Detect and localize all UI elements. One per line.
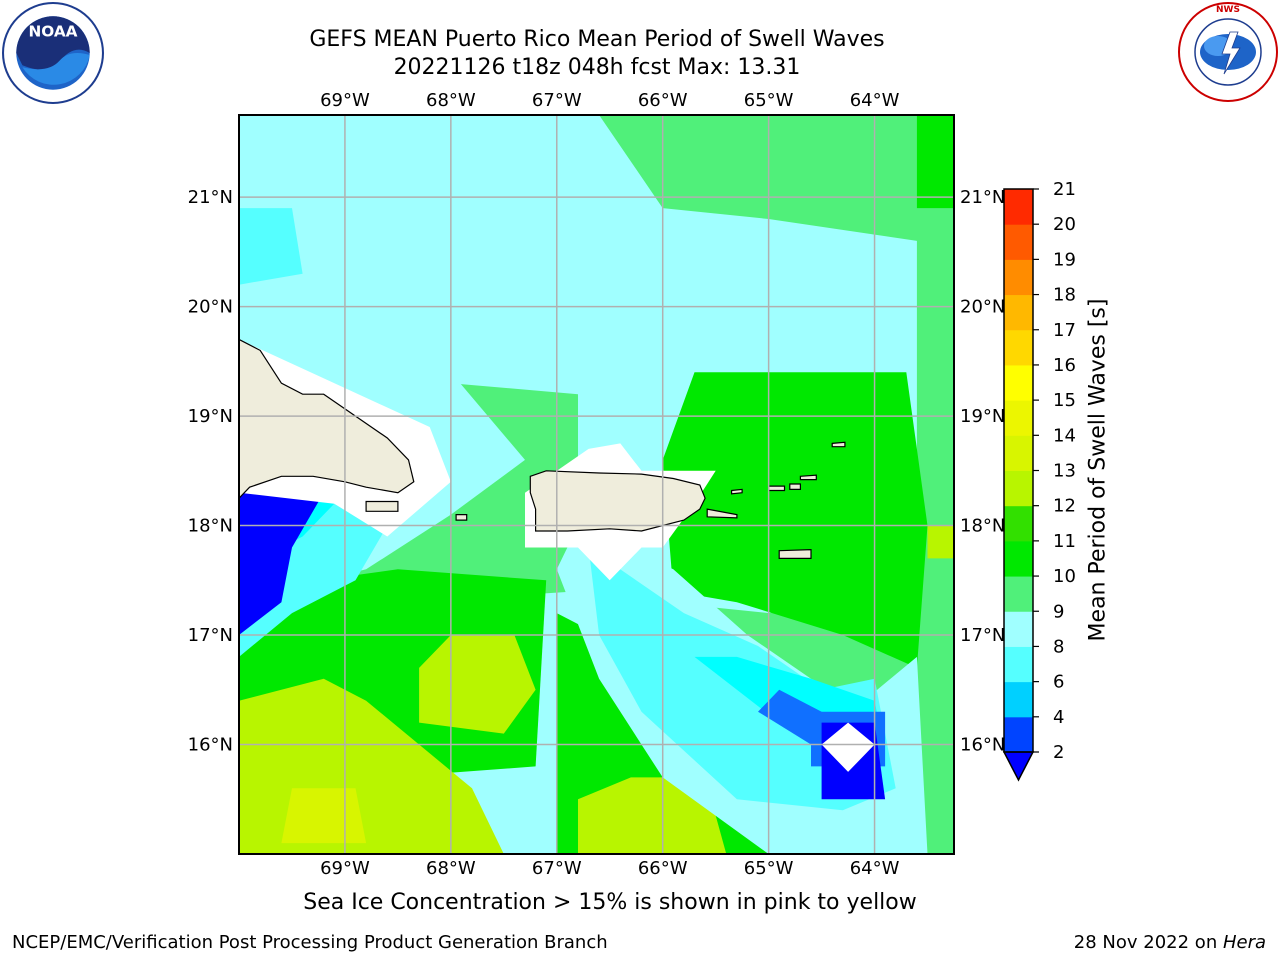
colorbar-tick-label-2: 6 bbox=[1053, 672, 1064, 693]
map-tick-labels: 69°W 69°W 68°W 68°W 67°W 67°W 66°W 66°W 65°W 65°W… bbox=[188, 90, 1006, 879]
colorbar-band-3 bbox=[1004, 611, 1033, 647]
land-8 bbox=[778, 548, 812, 560]
contour-region-19 bbox=[758, 689, 822, 745]
graticule bbox=[239, 115, 954, 854]
lat-label-left-0: 21°N bbox=[188, 187, 233, 208]
colorbar-band-10 bbox=[1004, 364, 1033, 401]
colorbar: 2 4 6 8 9 10 11 12 13 14 15 16 17 18 19 20 21 bbox=[1002, 179, 1076, 782]
lat-label-left-2: 19°N bbox=[188, 406, 233, 427]
contour-region-9 bbox=[927, 525, 954, 559]
lat-label-right-3: 18°N bbox=[960, 516, 1005, 537]
land-9 bbox=[455, 513, 468, 521]
colorbar-band-13 bbox=[1004, 259, 1033, 296]
land-2 bbox=[706, 508, 738, 519]
lon-label-top-3: 66°W bbox=[638, 90, 688, 111]
colorbar-tick-label-13: 18 bbox=[1053, 285, 1076, 306]
lat-label-left-1: 20°N bbox=[188, 297, 233, 318]
colorbar-tick-label-16: 21 bbox=[1053, 179, 1076, 200]
lat-label-right-2: 19°N bbox=[960, 406, 1005, 427]
lon-label-bottom-0: 69°W bbox=[320, 858, 370, 879]
land-4 bbox=[767, 485, 786, 492]
map-area bbox=[239, 115, 954, 854]
lon-label-top-0: 69°W bbox=[320, 90, 370, 111]
contour-region-16 bbox=[239, 208, 303, 285]
footer-date-text: 28 Nov 2022 on bbox=[1073, 932, 1223, 953]
colorbar-band-5 bbox=[1004, 540, 1033, 577]
colorbar-tick-label-9: 14 bbox=[1053, 425, 1076, 446]
lat-label-right-4: 17°N bbox=[960, 625, 1005, 646]
colorbar-band-2 bbox=[1004, 646, 1033, 683]
lat-label-left-4: 17°N bbox=[188, 625, 233, 646]
colorbar-tick-label-11: 16 bbox=[1053, 355, 1076, 376]
mask-region-2 bbox=[821, 722, 875, 772]
contour-region-7 bbox=[419, 635, 536, 734]
lon-label-top-2: 67°W bbox=[532, 90, 582, 111]
contour-region-2 bbox=[662, 372, 928, 668]
land-3 bbox=[730, 488, 743, 495]
colorbar-band-15 bbox=[1004, 189, 1033, 225]
nws-logo-icon: NWS bbox=[1178, 2, 1278, 102]
noaa-logo-icon: NOAA bbox=[2, 2, 104, 104]
land-0 bbox=[239, 338, 415, 500]
footer-date: 28 Nov 2022 on Hera bbox=[1074, 932, 1266, 954]
land-7 bbox=[831, 441, 846, 448]
colorbar-tick-label-4: 9 bbox=[1053, 601, 1064, 622]
lon-label-top-4: 65°W bbox=[744, 90, 794, 111]
colorbar-band-4 bbox=[1004, 576, 1033, 612]
colorbar-tick-label-3: 8 bbox=[1053, 636, 1064, 657]
contour-region-5 bbox=[916, 115, 954, 209]
land-1 bbox=[529, 470, 706, 532]
colorbar-tick-label-12: 17 bbox=[1053, 320, 1076, 341]
land-masses bbox=[239, 338, 846, 560]
lon-label-bottom-3: 66°W bbox=[638, 858, 688, 879]
contour-region-21 bbox=[239, 492, 324, 635]
lon-label-bottom-1: 68°W bbox=[426, 858, 476, 879]
chart-title: GEFS MEAN Puerto Rico Mean Period of Swe… bbox=[309, 27, 885, 52]
colorbar-tick-label-0: 2 bbox=[1053, 742, 1064, 763]
colorbar-band-12 bbox=[1004, 294, 1033, 331]
chart-subtitle: 20221126 t18z 048h fcst Max: 13.31 bbox=[393, 55, 801, 80]
colorbar-band-0 bbox=[1004, 716, 1033, 753]
land-6 bbox=[799, 474, 817, 481]
lat-label-right-5: 16°N bbox=[960, 735, 1005, 756]
colorbar-band-8 bbox=[1004, 435, 1033, 471]
colorbar-label-text: Mean Period of Swell Waves [s] bbox=[1085, 298, 1111, 642]
footer-credit: NCEP/EMC/Verification Post Processing Pr… bbox=[12, 932, 608, 953]
land-5 bbox=[789, 483, 802, 490]
colorbar-band-11 bbox=[1004, 329, 1033, 366]
lon-label-bottom-4: 65°W bbox=[744, 858, 794, 879]
colorbar-tick-label-8: 13 bbox=[1053, 461, 1076, 482]
footer-host: Hera bbox=[1222, 932, 1266, 953]
map-frame bbox=[238, 114, 955, 855]
colorbar-tick-label-5: 10 bbox=[1053, 566, 1076, 587]
land-10 bbox=[365, 500, 399, 512]
lon-label-bottom-5: 64°W bbox=[850, 858, 900, 879]
colorbar-tick-label-10: 15 bbox=[1053, 390, 1076, 411]
colorbar-band-7 bbox=[1004, 470, 1033, 507]
noaa-logo-text: NOAA bbox=[28, 23, 77, 41]
svg-text:NWS: NWS bbox=[1216, 5, 1240, 15]
lat-label-left-3: 18°N bbox=[188, 516, 233, 537]
lon-label-bottom-2: 67°W bbox=[532, 858, 582, 879]
contour-region-11 bbox=[281, 788, 367, 844]
lon-label-top-1: 68°W bbox=[426, 90, 476, 111]
colorbar-band-1 bbox=[1004, 681, 1033, 718]
colorbar-band-9 bbox=[1004, 400, 1033, 436]
lat-label-left-5: 16°N bbox=[188, 735, 233, 756]
colorbar-tick-label-15: 20 bbox=[1053, 214, 1076, 235]
colorbar-tick-label-6: 11 bbox=[1053, 531, 1076, 552]
sea-ice-note: Sea Ice Concentration > 15% is shown in … bbox=[303, 890, 917, 915]
colorbar-tick-label-14: 19 bbox=[1053, 249, 1076, 270]
colorbar-band-6 bbox=[1004, 505, 1033, 542]
colorbar-tick-label-1: 4 bbox=[1053, 707, 1064, 728]
colorbar-under-arrow bbox=[1002, 751, 1035, 782]
colorbar-band-14 bbox=[1004, 224, 1033, 260]
lon-label-top-5: 64°W bbox=[850, 90, 900, 111]
lat-label-right-0: 21°N bbox=[960, 187, 1005, 208]
lat-label-right-1: 20°N bbox=[960, 297, 1005, 318]
colorbar-tick-label-7: 12 bbox=[1053, 496, 1076, 517]
